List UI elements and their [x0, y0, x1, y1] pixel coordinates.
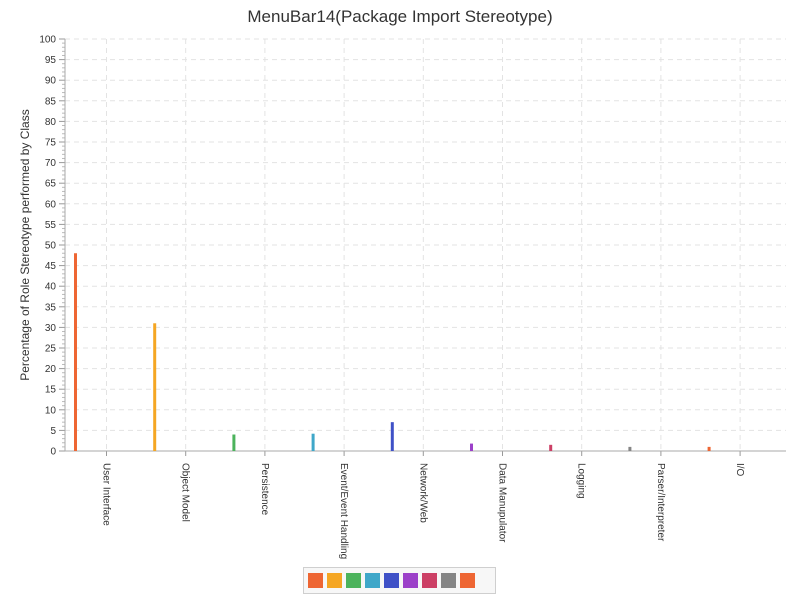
y-tick-label: 25 — [45, 344, 57, 355]
y-tick-label: 75 — [45, 138, 57, 149]
legend-swatch — [308, 573, 323, 588]
bar — [549, 444, 553, 451]
y-tick-label: 40 — [45, 282, 57, 293]
y-tick-label: 85 — [45, 96, 57, 107]
y-tick-label: 60 — [45, 199, 57, 210]
legend-swatch — [384, 573, 399, 588]
legend-swatch — [346, 573, 361, 588]
y-tick-label: 10 — [45, 405, 57, 416]
legend — [303, 567, 496, 594]
bar — [707, 446, 711, 451]
x-tick-label: Parser/Interpreter — [655, 463, 666, 542]
chart-title: MenuBar14(Package Import Stereotype) — [247, 7, 553, 26]
bar — [311, 433, 315, 451]
y-tick-label: 95 — [45, 55, 57, 66]
x-tick-label: User Interface — [101, 463, 112, 526]
x-tick-label: Data Manupulator — [497, 463, 508, 543]
y-tick-label: 55 — [45, 220, 57, 231]
legend-swatch — [441, 573, 456, 588]
y-tick-label: 65 — [45, 179, 57, 190]
legend-swatch — [422, 573, 437, 588]
x-tick-label: I/O — [734, 463, 745, 477]
y-tick-label: 35 — [45, 302, 57, 313]
y-tick-label: 20 — [45, 364, 57, 375]
legend-swatch — [460, 573, 475, 588]
x-tick-label: Event/Event Handling — [338, 463, 349, 559]
legend-swatch — [403, 573, 418, 588]
x-tick-label: Persistence — [259, 463, 270, 516]
y-tick-label: 90 — [45, 76, 57, 87]
y-tick-label: 15 — [45, 385, 57, 396]
bar — [390, 422, 394, 451]
y-tick-label: 80 — [45, 117, 57, 128]
y-tick-label: 30 — [45, 323, 57, 334]
bar — [628, 446, 632, 451]
legend-swatch — [327, 573, 342, 588]
x-tick-label: Object Model — [180, 463, 191, 522]
y-tick-label: 100 — [39, 35, 56, 46]
bar — [153, 323, 157, 451]
y-tick-label: 0 — [50, 447, 56, 458]
bar — [74, 253, 77, 451]
x-tick-label: Network/Web — [417, 463, 428, 523]
y-tick-label: 50 — [45, 241, 57, 252]
y-tick-label: 45 — [45, 261, 57, 272]
bar — [232, 434, 236, 451]
bar — [470, 443, 473, 451]
y-tick-label: 5 — [50, 426, 56, 437]
legend-swatch — [365, 573, 380, 588]
y-tick-label: 70 — [45, 158, 57, 169]
x-tick-label: Logging — [576, 463, 587, 499]
